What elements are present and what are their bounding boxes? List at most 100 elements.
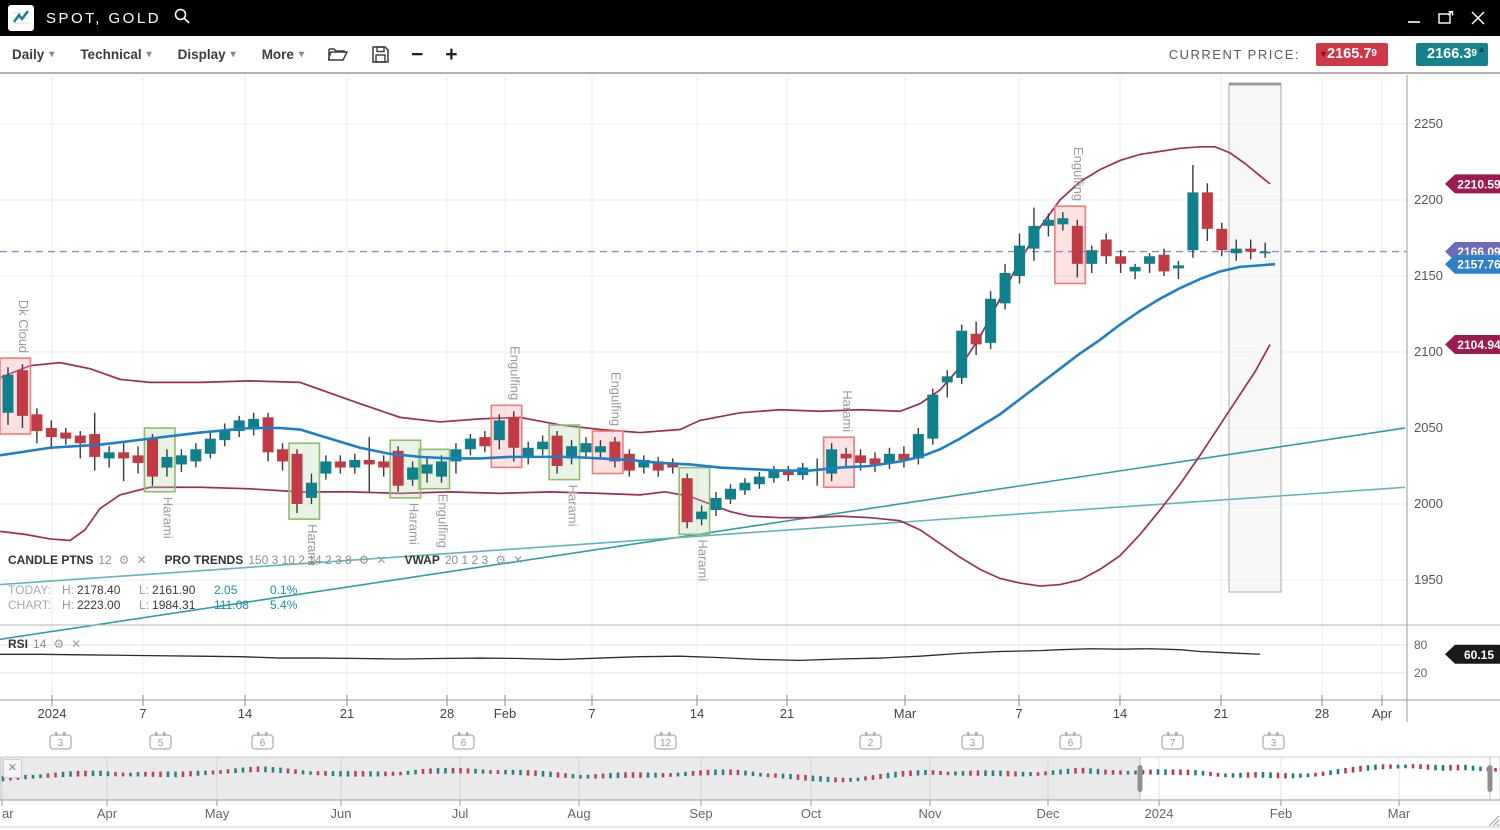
chart-high: 2223.00 <box>77 598 121 612</box>
svg-text:Harami: Harami <box>406 503 421 545</box>
svg-text:2157.76: 2157.76 <box>1457 258 1500 272</box>
candle <box>999 272 1011 304</box>
calendar-icon <box>859 734 882 750</box>
close-icon[interactable]: ✕ <box>136 553 147 567</box>
svg-text:2000: 2000 <box>1414 496 1443 511</box>
gear-icon[interactable]: ⚙ <box>358 553 370 567</box>
indicator-params: 14 <box>33 637 47 651</box>
bid-price-pip: 9 <box>1371 48 1377 59</box>
svg-text:2050: 2050 <box>1414 420 1443 435</box>
candle <box>696 511 708 520</box>
navigator-handle-left[interactable] <box>1137 765 1143 792</box>
chart-low: 1984.31 <box>152 598 196 612</box>
indicator-name: RSI <box>8 637 29 651</box>
svg-text:2250: 2250 <box>1414 116 1443 131</box>
svg-text:Feb: Feb <box>494 706 516 721</box>
candle <box>1216 228 1228 251</box>
navigator-handle-right[interactable] <box>1487 765 1493 792</box>
candle <box>681 478 693 523</box>
close-icon[interactable]: ✕ <box>512 553 524 567</box>
indicator-pro-trends: PRO TRENDS 150 3 10 2 14 2 3 8 ⚙ ✕ <box>165 553 387 567</box>
svg-text:Harami: Harami <box>840 390 855 432</box>
chart-range: 111.08 <box>214 598 249 612</box>
current-price-group: CURRENT PRICE: ▼ 2165.79 ▲ 2166.39 <box>1169 42 1488 66</box>
candle <box>74 435 86 444</box>
svg-text:5: 5 <box>158 738 164 749</box>
candle <box>1115 256 1127 264</box>
gear-icon[interactable]: ⚙ <box>53 637 65 651</box>
candle <box>190 449 202 462</box>
svg-text:2150: 2150 <box>1414 268 1443 283</box>
navigator[interactable]: ar Apr May Jun Jul Aug Sep Oct Nov Dec 2024 Feb Mar <box>0 756 1500 828</box>
candle <box>782 470 794 476</box>
svg-text:14: 14 <box>690 706 704 721</box>
popout-button[interactable] <box>1434 7 1458 29</box>
candle <box>566 446 578 459</box>
menu-daily[interactable]: Daily ▾ <box>12 47 54 62</box>
navigator-unselected-region[interactable] <box>0 757 1140 800</box>
candle <box>869 458 881 465</box>
svg-text:Dk Cloud: Dk Cloud <box>16 300 31 353</box>
indicator-name: PRO TRENDS <box>164 553 244 567</box>
candle <box>291 453 303 504</box>
candle <box>1245 248 1257 252</box>
candle <box>912 434 924 459</box>
gear-icon[interactable]: ⚙ <box>118 553 130 567</box>
zoom-out-button[interactable]: − <box>410 42 424 66</box>
menu-display[interactable]: Display ▾ <box>178 47 236 62</box>
highlight-box[interactable] <box>1228 82 1282 593</box>
save-icon[interactable] <box>372 45 389 63</box>
svg-text:1950: 1950 <box>1414 572 1443 587</box>
indicator-candle-patterns: CANDLE PTNS 12 ⚙ ✕ <box>8 553 147 567</box>
bollinger-bands <box>0 145 1271 587</box>
candle <box>551 435 563 466</box>
candle <box>1071 225 1083 264</box>
pattern-annotations: Dk Cloud Harami Harami Harami Engulfing Engul… <box>0 147 1087 581</box>
svg-text:Harami: Harami <box>565 485 580 527</box>
rsi-line <box>0 648 1261 662</box>
ask-price-badge: ▲ 2166.39 <box>1416 42 1488 66</box>
svg-text:2210.59: 2210.59 <box>1457 177 1500 191</box>
close-button[interactable] <box>1466 7 1490 29</box>
svg-text:Oct: Oct <box>801 806 822 821</box>
calendar-marks: 3 5 6 6 12 2 3 6 7 3 <box>49 732 1285 750</box>
candle <box>985 298 997 343</box>
candle <box>31 414 43 432</box>
navigator-close-icon[interactable]: ✕ <box>3 759 22 778</box>
bid-price-badge: ▼ 2165.79 <box>1316 42 1388 66</box>
candle <box>840 453 852 459</box>
gear-icon[interactable]: ⚙ <box>495 553 506 567</box>
close-icon[interactable]: ✕ <box>376 553 387 567</box>
candle <box>1057 218 1069 225</box>
indicator-name: VWAP <box>404 553 440 567</box>
svg-text:Engulfing: Engulfing <box>508 346 523 400</box>
minimize-button[interactable] <box>1402 7 1426 29</box>
candle <box>493 420 505 441</box>
search-icon[interactable] <box>173 7 191 30</box>
toolbar: Daily ▾ Technical ▾ Display ▾ More ▾ <box>0 36 1500 74</box>
candle <box>450 449 462 462</box>
chevron-down-icon: ▾ <box>146 48 152 60</box>
menu-technical[interactable]: Technical ▾ <box>80 47 151 62</box>
svg-text:2200: 2200 <box>1414 192 1443 207</box>
svg-text:Jun: Jun <box>331 806 352 821</box>
svg-text:Mar: Mar <box>894 706 917 721</box>
candle <box>970 333 982 345</box>
svg-text:2024: 2024 <box>1145 806 1174 821</box>
resize-grip[interactable] <box>1488 815 1500 827</box>
close-icon[interactable]: ✕ <box>71 637 82 651</box>
calendar-icon <box>149 734 172 750</box>
window-controls <box>1402 7 1490 29</box>
svg-text:ar: ar <box>2 806 14 821</box>
menu-more[interactable]: More ▾ <box>262 47 304 62</box>
candle <box>1230 248 1242 254</box>
candle <box>1042 219 1054 226</box>
svg-text:2024: 2024 <box>38 706 67 721</box>
candle <box>262 417 274 453</box>
candle <box>464 438 476 450</box>
svg-text:14: 14 <box>238 706 252 721</box>
zoom-in-button[interactable]: + <box>445 42 458 66</box>
candle <box>652 461 664 471</box>
open-folder-icon[interactable] <box>327 46 348 62</box>
